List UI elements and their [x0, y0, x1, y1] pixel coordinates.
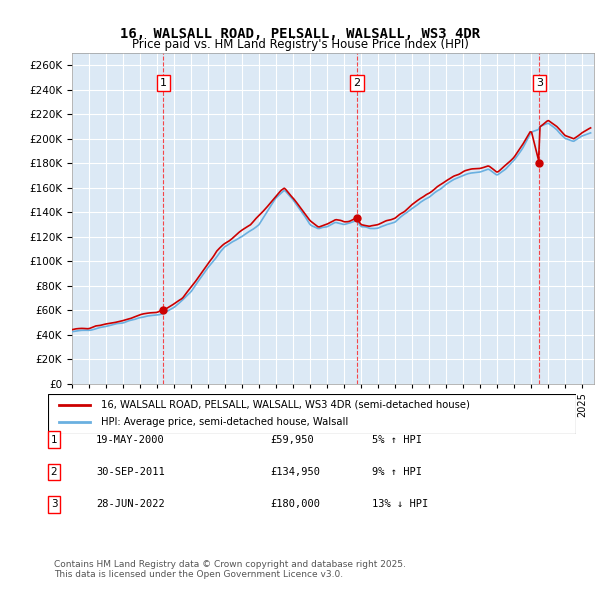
Text: 3: 3: [536, 78, 543, 88]
Text: HPI: Average price, semi-detached house, Walsall: HPI: Average price, semi-detached house,…: [101, 417, 348, 427]
Text: 16, WALSALL ROAD, PELSALL, WALSALL, WS3 4DR (semi-detached house): 16, WALSALL ROAD, PELSALL, WALSALL, WS3 …: [101, 400, 470, 410]
Text: 2: 2: [353, 78, 361, 88]
Text: £180,000: £180,000: [270, 500, 320, 509]
FancyBboxPatch shape: [48, 394, 576, 434]
Text: 13% ↓ HPI: 13% ↓ HPI: [372, 500, 428, 509]
Text: £134,950: £134,950: [270, 467, 320, 477]
Text: Price paid vs. HM Land Registry's House Price Index (HPI): Price paid vs. HM Land Registry's House …: [131, 38, 469, 51]
Text: 9% ↑ HPI: 9% ↑ HPI: [372, 467, 422, 477]
Text: 2: 2: [50, 467, 58, 477]
Text: 1: 1: [50, 435, 58, 444]
Text: 3: 3: [50, 500, 58, 509]
Text: £59,950: £59,950: [270, 435, 314, 444]
Text: 30-SEP-2011: 30-SEP-2011: [96, 467, 165, 477]
Text: 1: 1: [160, 78, 167, 88]
Text: Contains HM Land Registry data © Crown copyright and database right 2025.
This d: Contains HM Land Registry data © Crown c…: [54, 560, 406, 579]
Text: 19-MAY-2000: 19-MAY-2000: [96, 435, 165, 444]
Text: 5% ↑ HPI: 5% ↑ HPI: [372, 435, 422, 444]
Text: 28-JUN-2022: 28-JUN-2022: [96, 500, 165, 509]
Text: 16, WALSALL ROAD, PELSALL, WALSALL, WS3 4DR: 16, WALSALL ROAD, PELSALL, WALSALL, WS3 …: [120, 27, 480, 41]
